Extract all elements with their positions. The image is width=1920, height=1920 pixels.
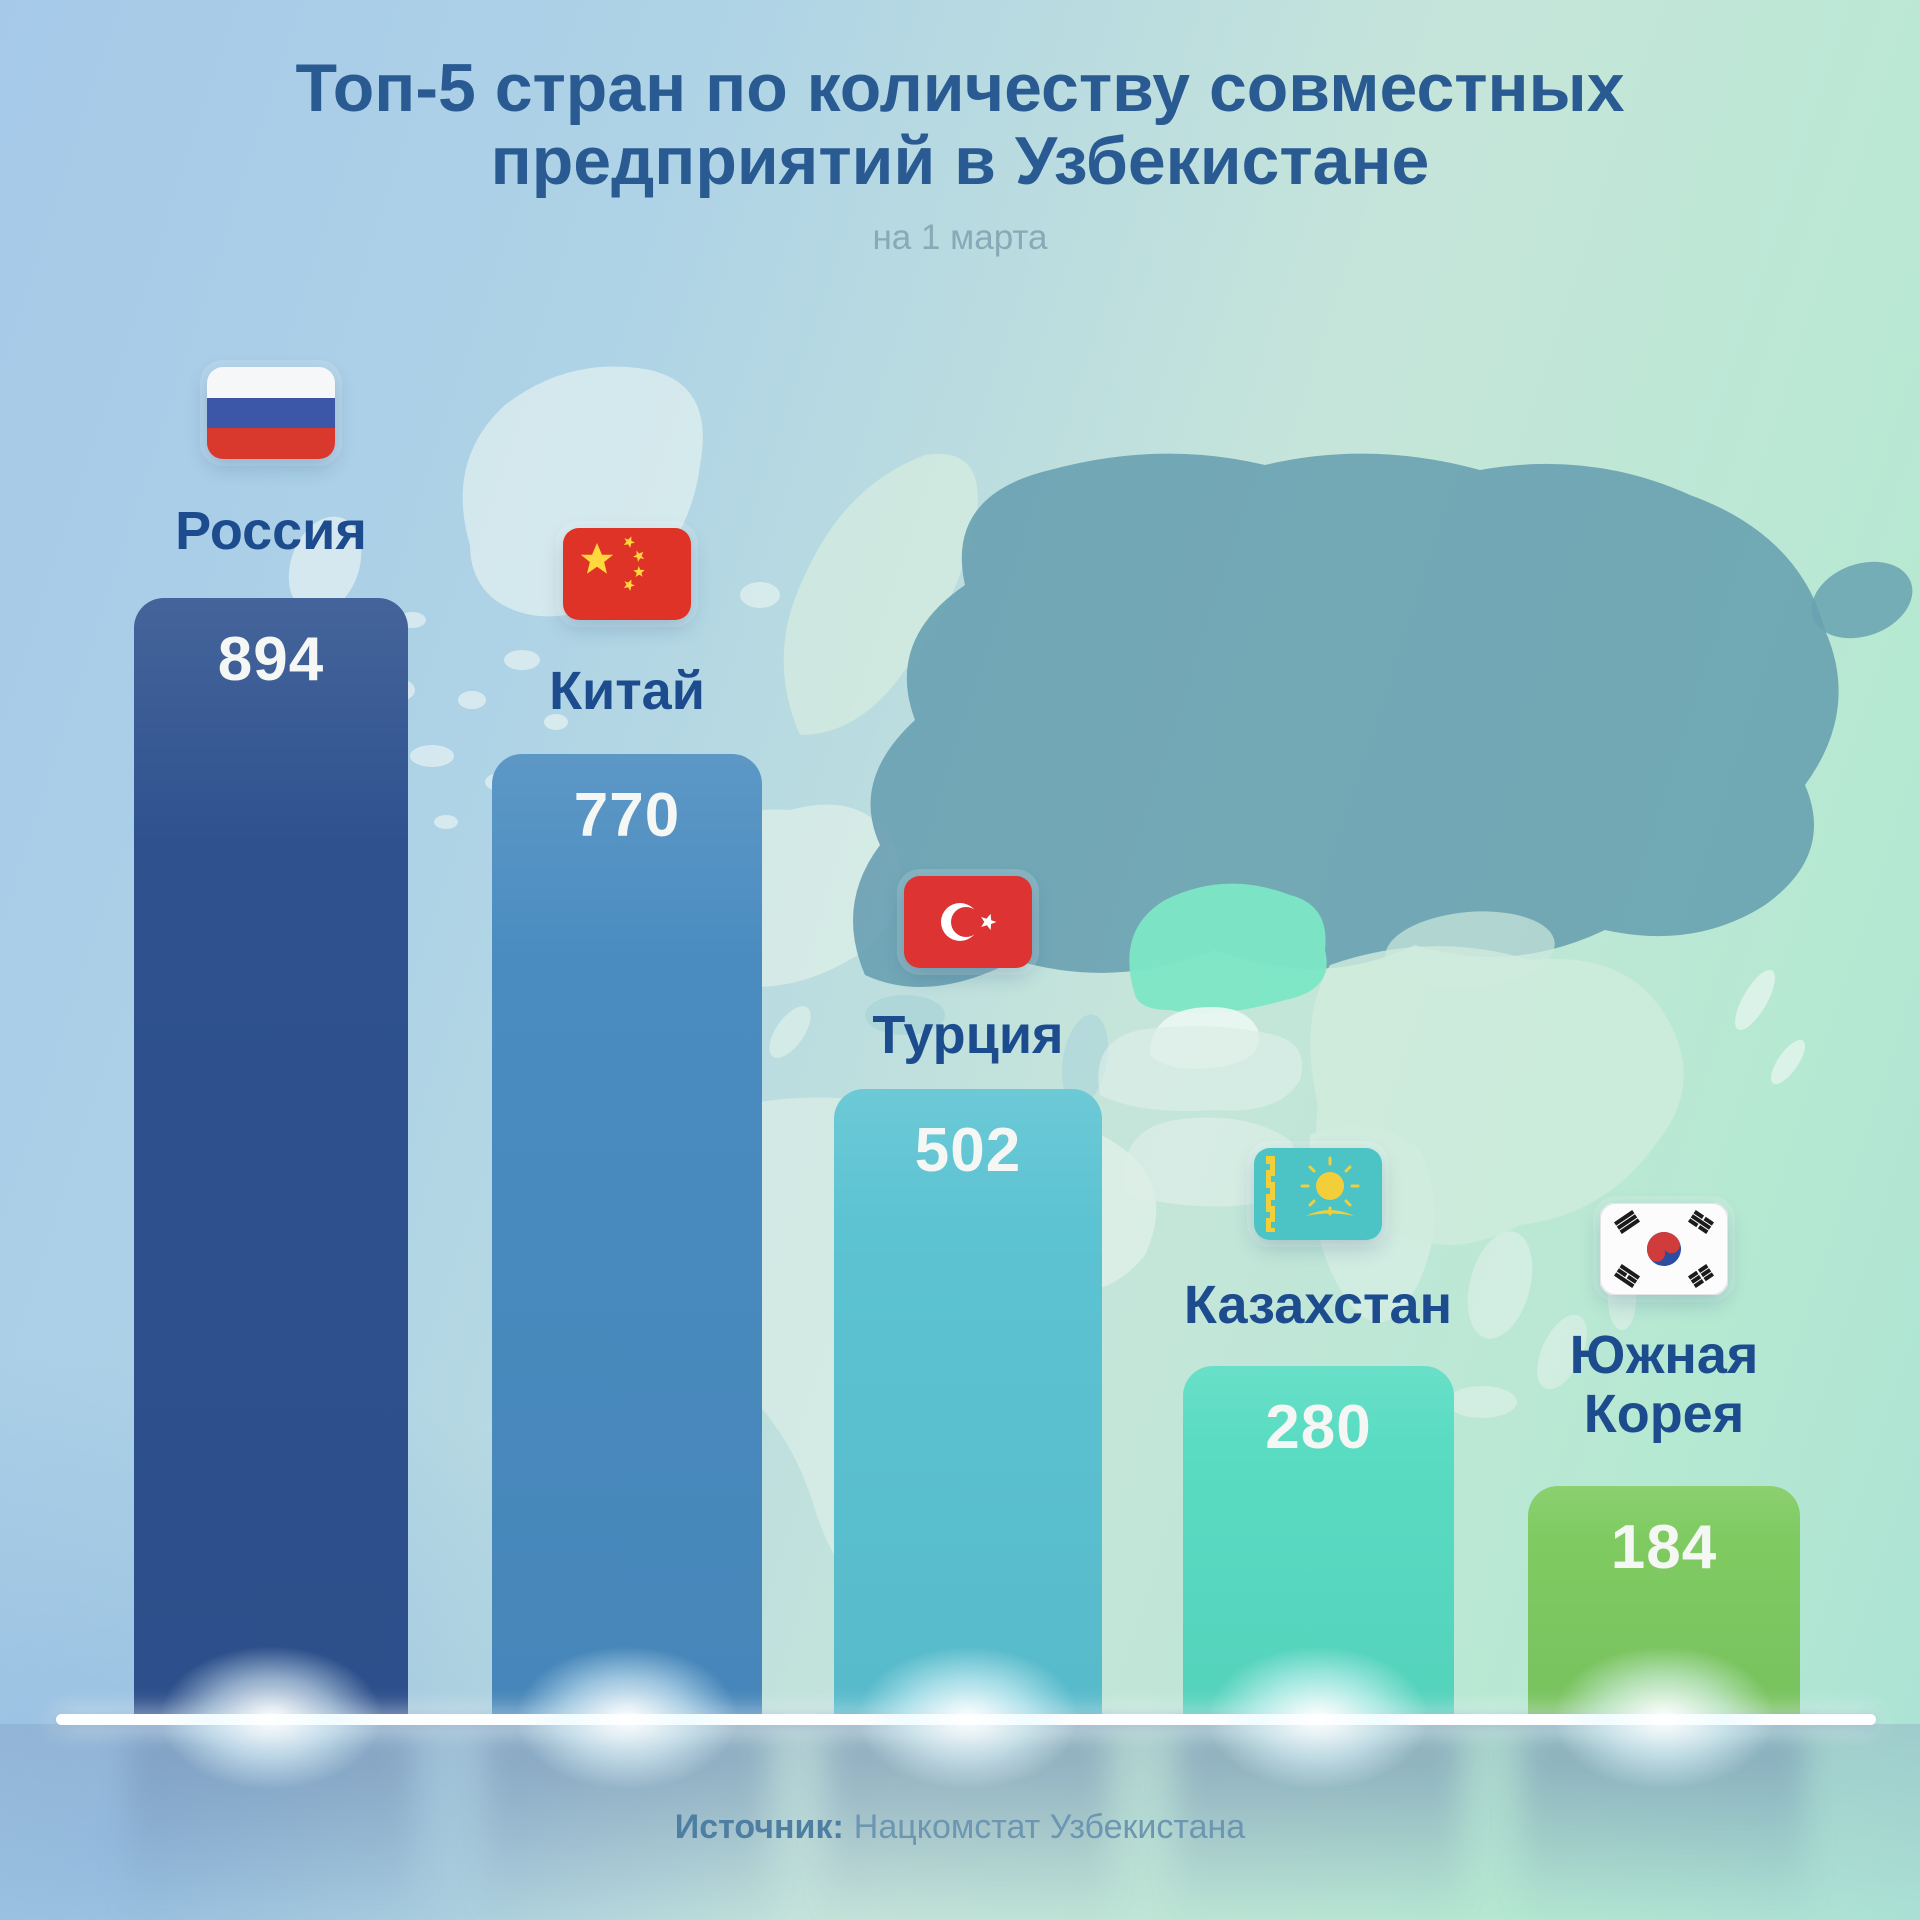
map-scandinavia [783, 453, 978, 735]
bar-russia: 894 [134, 598, 408, 1716]
turkey-flag-icon [904, 876, 1032, 968]
bar-south-korea: 184 [1528, 1486, 1800, 1716]
bar-value-turkey: 502 [914, 1116, 1022, 1185]
page-title: Топ-5 стран по количеству совместных пре… [295, 50, 1625, 199]
bar-china: 770 [492, 754, 762, 1716]
china-flag-icon [563, 528, 691, 620]
map-italy [769, 1006, 811, 1058]
map-black-sea [865, 995, 945, 1035]
map-kazakhstan [1129, 883, 1327, 1014]
map-japan [1735, 969, 1806, 1085]
map-caspian [1061, 1014, 1109, 1106]
kazakhstan-flag-icon [1254, 1148, 1382, 1240]
axis-baseline [56, 1714, 1876, 1725]
bar-turkey: 502 [834, 1089, 1102, 1716]
map-se-asia [1447, 1231, 1636, 1418]
map-central-asia [1098, 1026, 1303, 1111]
source-label: Источник: [674, 1808, 844, 1846]
subtitle: на 1 марта [872, 218, 1048, 257]
country-label-china: Китай [549, 661, 705, 721]
country-label-south-korea: Южная Корея [1569, 1325, 1759, 1445]
bar-value-russia: 894 [217, 625, 325, 694]
bar-value-south-korea: 184 [1610, 1513, 1718, 1582]
map-russia [853, 453, 1839, 987]
south-korea-flag-icon [1600, 1203, 1728, 1295]
source-value: Нацкомстат Узбекистана [853, 1808, 1246, 1846]
map-chukotka [1811, 561, 1913, 639]
bar-kazakhstan: 280 [1183, 1366, 1454, 1716]
source-line: Источник: Нацкомстат Узбекистана [0, 1808, 1920, 1847]
russia-flag-icon [207, 367, 335, 459]
bar-value-china: 770 [573, 781, 681, 850]
bar-value-kazakhstan: 280 [1265, 1393, 1372, 1462]
country-label-russia: Россия [175, 501, 367, 561]
country-label-kazakhstan: Казахстан [1183, 1275, 1453, 1335]
country-label-turkey: Турция [872, 1005, 1064, 1065]
map-china [1310, 946, 1684, 1245]
map-iceland [740, 582, 780, 608]
map-iran [1123, 1117, 1298, 1207]
